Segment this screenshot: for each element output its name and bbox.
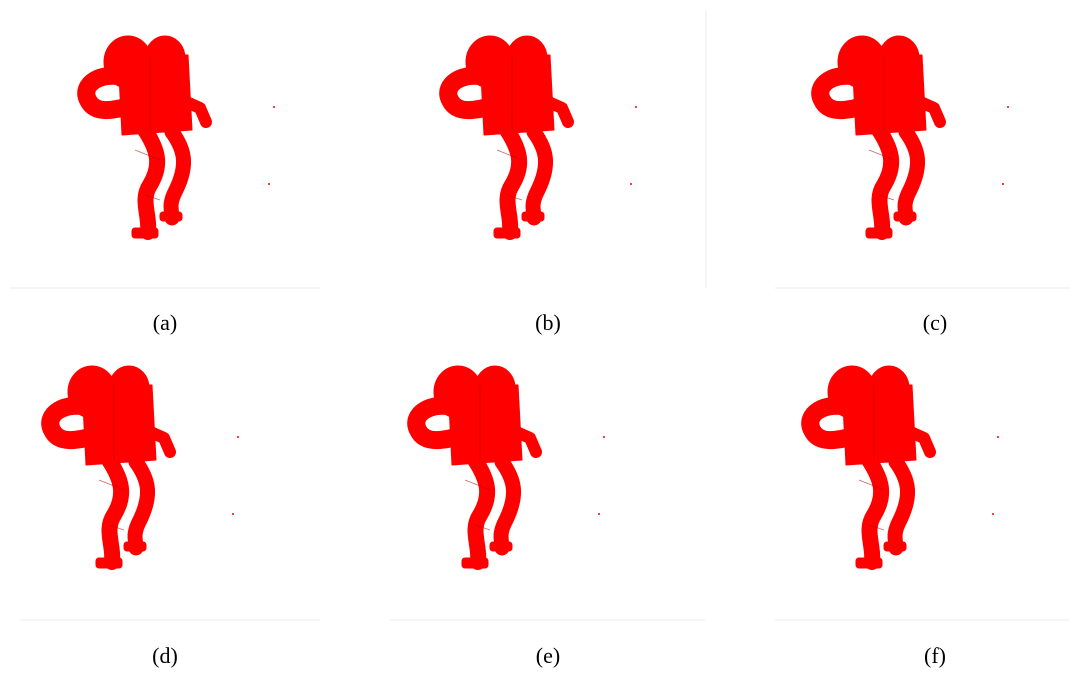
caption: (d) <box>152 643 178 668</box>
caption: (f) <box>924 643 946 668</box>
caption: (a) <box>153 310 177 335</box>
robot-render <box>416 366 605 568</box>
caption: (c) <box>923 310 947 335</box>
figure: (a) (b) (c) (d) (e) (f) <box>0 0 1078 672</box>
caption: (e) <box>536 643 560 668</box>
robot-render <box>820 36 1009 238</box>
robot-render <box>86 36 275 238</box>
robot-render <box>50 366 239 568</box>
robot-render <box>810 366 999 568</box>
caption: (b) <box>535 310 561 335</box>
page: (a) (b) (c) (d) (e) (f) (() => { const d… <box>0 0 1078 672</box>
robot-render <box>448 36 637 238</box>
